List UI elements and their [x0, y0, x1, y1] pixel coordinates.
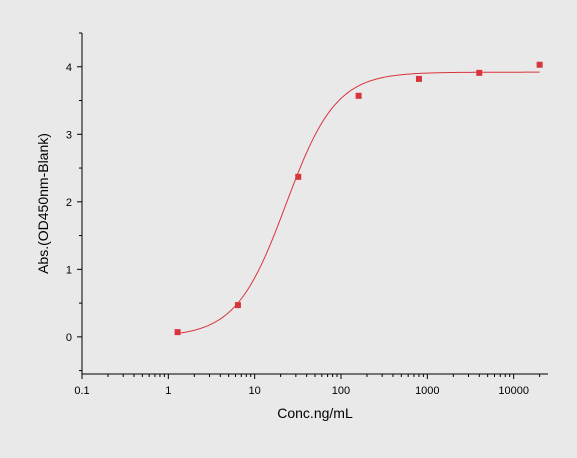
x-tick-label: 100 — [332, 385, 350, 397]
y-tick-label: 3 — [66, 129, 72, 141]
fit-curve-layer — [177, 71, 540, 334]
x-tick-label: 10 — [249, 385, 261, 397]
data-point — [536, 61, 543, 68]
x-tick-label: 1000 — [415, 385, 439, 397]
x-axis-title: Conc.ng/mL — [277, 405, 353, 421]
data-point — [234, 302, 241, 309]
x-tick-label: 1 — [165, 385, 171, 397]
y-tick-label: 4 — [66, 62, 72, 74]
data-points-layer — [174, 61, 543, 336]
fit-curve — [177, 71, 540, 334]
y-axis-title: Abs.(OD450nm-Blank) — [35, 133, 51, 274]
data-point — [174, 329, 181, 336]
data-point — [415, 75, 422, 82]
axes: 0 1 2 3 4 0.1 1 10 100 1000 10000 — [66, 32, 548, 397]
data-point — [476, 69, 483, 76]
y-tick-label: 2 — [66, 197, 72, 209]
x-tick-label: 10000 — [498, 385, 529, 397]
axis-labels-layer: Conc.ng/mL Abs.(OD450nm-Blank) — [35, 133, 353, 421]
y-tick-label: 0 — [66, 332, 72, 344]
data-point — [355, 92, 362, 99]
x-tick-label: 0.1 — [74, 385, 89, 397]
y-tick-label: 1 — [66, 264, 72, 276]
data-point — [295, 173, 302, 180]
